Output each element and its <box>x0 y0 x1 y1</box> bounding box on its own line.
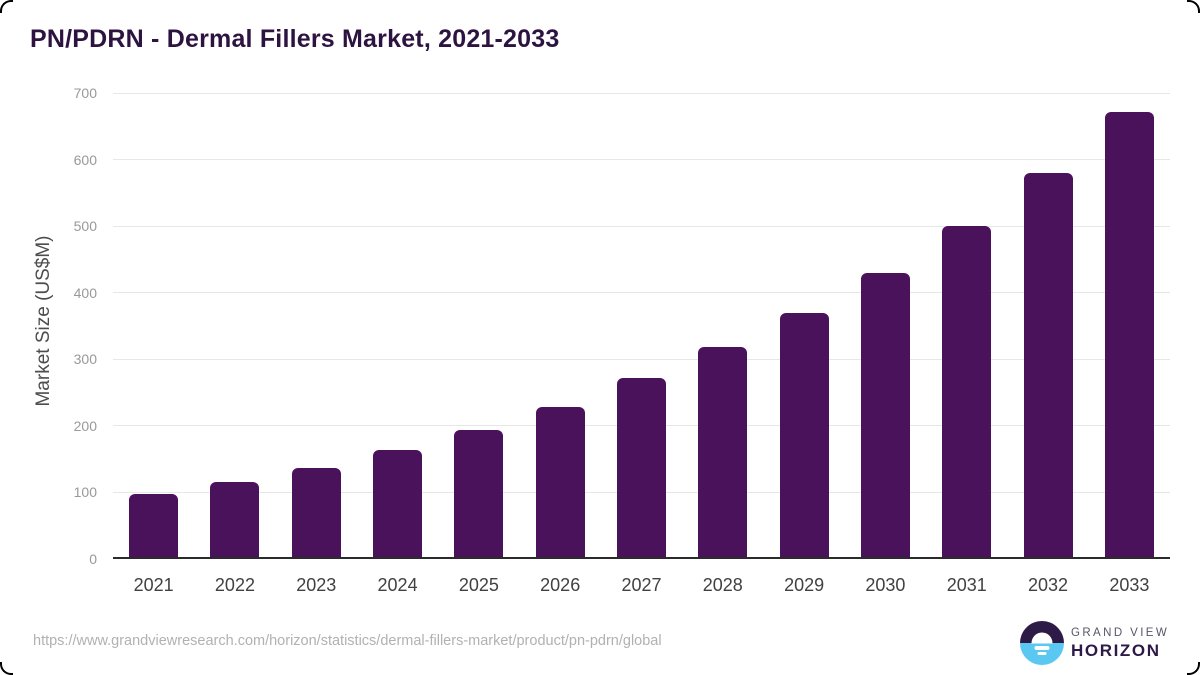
y-tick-500: 500 <box>73 218 97 235</box>
bar-2033[interactable] <box>1104 111 1154 559</box>
screen-corner-top-left <box>0 0 13 13</box>
x-tick-2023: 2023 <box>296 575 337 595</box>
logo-sun-shape <box>1031 632 1053 643</box>
x-tick-2033: 2033 <box>1109 575 1150 595</box>
gridline-300 <box>113 358 1170 360</box>
gridline-400 <box>113 292 1170 294</box>
screen-corner-top-right <box>1187 0 1200 13</box>
bar-2021[interactable] <box>129 493 179 559</box>
bar-2023[interactable] <box>291 467 341 559</box>
x-tick-2024: 2024 <box>377 575 418 595</box>
logo-product-name: HORIZON <box>1071 640 1161 660</box>
bar-2027[interactable] <box>617 377 666 559</box>
x-axis-line <box>113 557 1170 559</box>
y-tick-400: 400 <box>73 284 97 301</box>
source-url: https://www.grandviewresearch.com/horizo… <box>33 633 662 649</box>
bar-2030[interactable] <box>860 272 910 559</box>
logo-sky-half <box>1020 621 1064 643</box>
grand-view-horizon-logo: GRAND VIEW HORIZON <box>1020 621 1169 665</box>
y-tick-700: 700 <box>73 85 97 101</box>
x-tick-2032: 2032 <box>1028 575 1069 595</box>
logo-brand-name: GRAND VIEW <box>1071 626 1170 639</box>
chart-title: PN/PDRN - Dermal Fillers Market, 2021-20… <box>30 25 560 53</box>
x-tick-2030: 2030 <box>865 575 906 595</box>
bar-2028[interactable] <box>698 347 748 559</box>
x-tick-2021: 2021 <box>133 575 174 595</box>
bar-2025[interactable] <box>454 429 504 559</box>
bar-2031[interactable] <box>942 226 992 559</box>
gridline-700 <box>113 92 1170 94</box>
screen-corner-bottom-right <box>1187 662 1200 675</box>
plot-area <box>113 92 1170 559</box>
logo-text: GRAND VIEW HORIZON <box>1071 627 1169 660</box>
y-tick-100: 100 <box>73 484 97 501</box>
screen-corner-bottom-left <box>0 662 13 675</box>
y-tick-600: 600 <box>73 151 97 168</box>
x-tick-2029: 2029 <box>784 575 825 595</box>
horizon-sun-icon <box>1020 621 1064 665</box>
x-tick-2027: 2027 <box>621 575 662 595</box>
gridline-500 <box>113 225 1170 227</box>
x-tick-2026: 2026 <box>540 575 581 595</box>
y-tick-200: 200 <box>73 417 97 434</box>
bar-2024[interactable] <box>373 449 423 559</box>
y-tick-0: 0 <box>89 551 97 567</box>
logo-reflection-line-1 <box>1034 646 1050 650</box>
gridline-600 <box>113 159 1170 161</box>
y-axis-title: Market Size (US$M) <box>33 235 54 407</box>
x-tick-2031: 2031 <box>946 575 987 595</box>
y-tick-300: 300 <box>73 351 97 368</box>
bar-2026[interactable] <box>535 406 585 559</box>
x-tick-2028: 2028 <box>702 575 743 595</box>
bar-2029[interactable] <box>779 312 829 559</box>
x-tick-2022: 2022 <box>214 575 255 595</box>
bar-2022[interactable] <box>210 481 260 559</box>
bar-2032[interactable] <box>1023 172 1073 559</box>
x-tick-2025: 2025 <box>458 575 499 595</box>
logo-reflection-line-2 <box>1037 651 1047 655</box>
